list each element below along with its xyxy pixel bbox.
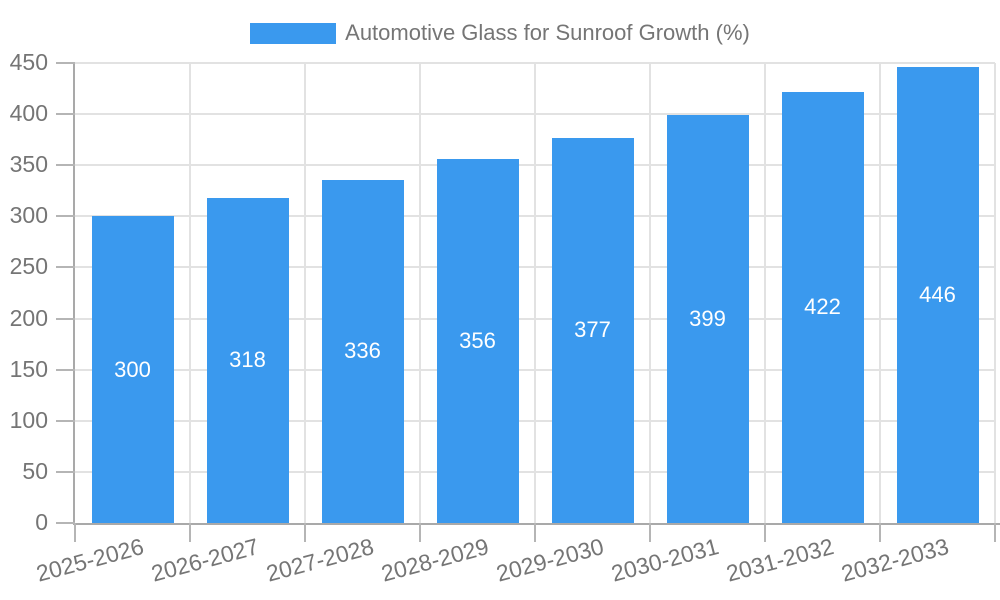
y-axis-tick bbox=[56, 470, 75, 473]
legend-color-swatch bbox=[250, 22, 337, 44]
y-axis-tick bbox=[56, 164, 75, 167]
y-axis-tick bbox=[56, 522, 75, 524]
y-tick-label: 450 bbox=[9, 49, 48, 75]
x-axis-tick bbox=[764, 523, 766, 542]
x-axis-tick bbox=[419, 523, 421, 542]
y-tick-label: 50 bbox=[22, 457, 48, 484]
bar-value-label: 318 bbox=[229, 347, 266, 373]
x-axis-tick bbox=[534, 523, 536, 542]
bar[interactable] bbox=[896, 67, 979, 523]
bar[interactable] bbox=[206, 197, 289, 523]
bar-value-label: 446 bbox=[919, 282, 956, 308]
x-axis-tick bbox=[994, 523, 996, 542]
v-gridline bbox=[534, 63, 536, 523]
x-axis-tick bbox=[74, 523, 76, 542]
y-axis-tick bbox=[56, 62, 75, 64]
y-tick-label: 250 bbox=[9, 253, 48, 280]
bar[interactable] bbox=[781, 91, 864, 523]
bar[interactable] bbox=[551, 137, 634, 523]
y-tick-label: 400 bbox=[9, 100, 48, 127]
y-tick-label: 350 bbox=[9, 151, 48, 178]
bar[interactable] bbox=[321, 179, 404, 523]
y-axis-tick bbox=[56, 419, 75, 422]
v-gridline bbox=[304, 63, 306, 523]
y-tick-label: 300 bbox=[9, 202, 48, 229]
v-gridline bbox=[879, 63, 881, 523]
bar-value-label: 356 bbox=[459, 328, 496, 354]
y-tick-label: 0 bbox=[35, 509, 48, 535]
v-gridline bbox=[994, 63, 996, 523]
v-gridline bbox=[764, 63, 766, 523]
y-axis-tick bbox=[56, 266, 75, 269]
bar-value-label: 377 bbox=[574, 317, 611, 343]
bar-value-label: 399 bbox=[689, 306, 726, 332]
y-axis-tick bbox=[56, 215, 75, 218]
y-axis-tick bbox=[56, 368, 75, 371]
x-axis-tick bbox=[649, 523, 651, 542]
bar[interactable] bbox=[91, 216, 174, 523]
x-axis-line bbox=[73, 523, 1000, 525]
y-axis-tick bbox=[56, 317, 75, 320]
bar[interactable] bbox=[666, 115, 749, 523]
x-axis-tick bbox=[189, 523, 191, 542]
bar-value-label: 336 bbox=[344, 338, 381, 364]
y-tick-label: 100 bbox=[9, 406, 48, 433]
bar[interactable] bbox=[436, 159, 519, 523]
v-gridline bbox=[419, 63, 421, 523]
bar-value-label: 422 bbox=[804, 294, 841, 320]
v-gridline bbox=[189, 63, 191, 523]
x-axis-tick bbox=[879, 523, 881, 542]
v-gridline bbox=[649, 63, 651, 523]
legend-series-label: Automotive Glass for Sunroof Growth (%) bbox=[345, 20, 750, 45]
x-axis-tick bbox=[304, 523, 306, 542]
y-tick-label: 150 bbox=[9, 355, 48, 382]
chart-legend[interactable]: Automotive Glass for Sunroof Growth (%) bbox=[0, 20, 1000, 46]
y-axis-line bbox=[73, 63, 75, 523]
bar-value-label: 300 bbox=[114, 356, 151, 382]
y-axis-tick bbox=[56, 113, 75, 116]
y-tick-label: 200 bbox=[9, 304, 48, 331]
